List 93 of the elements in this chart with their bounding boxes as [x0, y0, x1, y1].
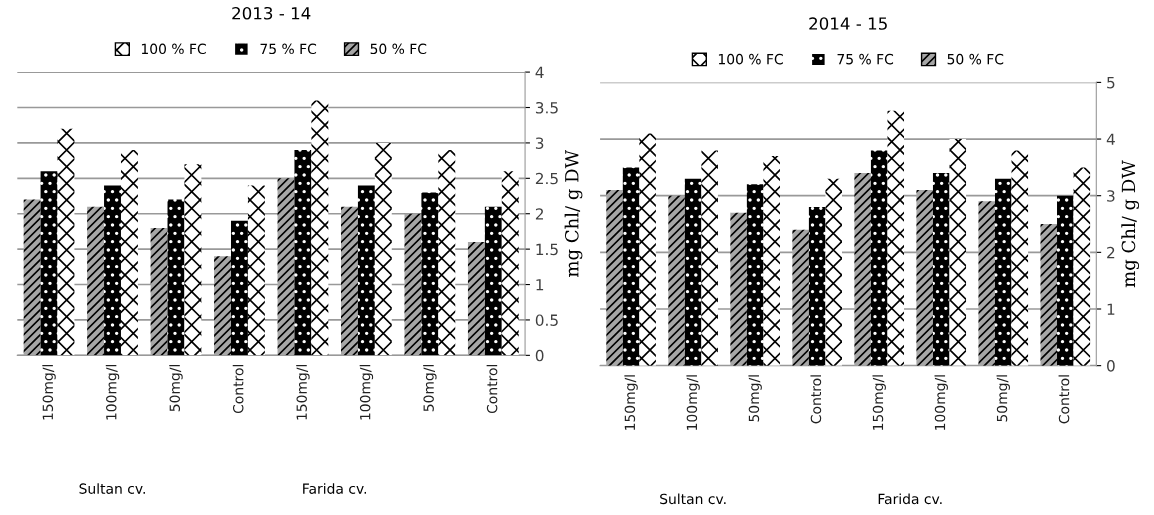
bar	[247, 185, 265, 356]
bar	[57, 128, 75, 356]
bar	[1040, 224, 1058, 366]
legend-label: 50 % FC	[947, 53, 1004, 65]
bar	[484, 206, 502, 356]
bar	[887, 110, 905, 366]
y-tick-label: 3	[1107, 190, 1115, 202]
bar	[1057, 195, 1074, 366]
bar	[357, 185, 375, 356]
y-tick-label: 1	[536, 279, 544, 291]
y-tick-label: 0	[535, 349, 544, 362]
bar	[294, 149, 312, 356]
bar	[792, 229, 809, 366]
legend-label: 75 % FC	[260, 43, 317, 55]
x-tick-label: Control	[810, 375, 822, 424]
bar	[421, 192, 439, 356]
x-tick-label: 150mg/l	[296, 364, 310, 420]
x-tick-label: Control	[486, 364, 498, 414]
x-tick-label: 150mg/l	[42, 364, 56, 420]
bar	[23, 199, 41, 356]
y-tick-label: 3	[535, 137, 544, 149]
y-tick-label: 2.5	[535, 172, 558, 185]
legend-label: 100 % FC	[141, 43, 206, 55]
y-tick-label: 5	[1107, 77, 1115, 89]
text: Sultan cv.	[660, 493, 726, 505]
y-tick-label: 4	[535, 66, 544, 78]
bar	[184, 164, 202, 356]
x-tick-label: 50mg/l	[996, 375, 1010, 422]
bar	[1073, 167, 1091, 366]
text: Farida cv.	[878, 493, 942, 505]
y-tick-label: 1.5	[536, 243, 558, 256]
bar	[808, 207, 826, 366]
bar	[916, 190, 933, 366]
x-tick-label: 100mg/l	[359, 364, 374, 420]
bar	[701, 150, 718, 366]
bar	[404, 213, 422, 356]
text: Sultan cv.	[79, 483, 145, 494]
x-tick-label: 50mg/l	[423, 364, 437, 412]
legend-label: 75 % FC	[837, 53, 894, 65]
bar	[949, 139, 967, 366]
x-tick-label: 100mg/l	[686, 375, 700, 430]
y-tick-label: 2	[1107, 246, 1115, 259]
bar	[746, 184, 764, 366]
chart-title: 2013 - 14	[232, 6, 311, 20]
bar	[994, 178, 1012, 366]
bar	[1011, 150, 1029, 366]
bar	[501, 171, 519, 356]
legend-label: 50 % FC	[370, 43, 427, 55]
bar	[277, 178, 295, 356]
bar	[438, 149, 456, 356]
y-axis-title: mg Chl/ g DW	[564, 149, 583, 277]
bar	[104, 185, 121, 356]
bar	[87, 206, 105, 356]
y-tick-label: 2	[535, 208, 543, 220]
x-tick-label: 150mg/l	[872, 375, 886, 430]
bar	[311, 100, 329, 356]
bar	[622, 167, 640, 366]
bar	[825, 178, 842, 366]
x-tick-label: 50mg/l	[169, 364, 183, 412]
x-tick-label: 150mg/l	[624, 375, 638, 430]
bar	[374, 142, 392, 356]
x-tick-label: 50mg/l	[748, 375, 762, 422]
y-tick-label: 4	[1106, 133, 1115, 145]
bar	[40, 171, 58, 356]
bar	[167, 199, 185, 356]
bar	[668, 195, 685, 366]
y-axis-title: mg Chl/ g DW	[1121, 160, 1140, 288]
text: Farida cv.	[303, 483, 367, 494]
bar	[230, 220, 248, 356]
y-tick-label: 0.5	[535, 314, 558, 326]
bar	[932, 173, 950, 366]
bar	[978, 201, 995, 366]
x-tick-label: Control	[232, 364, 244, 414]
x-tick-label: Control	[1058, 375, 1070, 424]
x-tick-label: 100mg/l	[934, 375, 948, 430]
bar	[763, 156, 780, 366]
bar	[467, 242, 485, 356]
chart-title: 2014 - 15	[809, 17, 887, 30]
bar	[606, 190, 623, 366]
y-tick-label: 3.5	[535, 101, 558, 114]
bar	[214, 256, 231, 356]
legend-label: 100 % FC	[718, 53, 783, 65]
x-tick-label: 100mg/l	[105, 364, 120, 420]
y-tick-label: 0	[1107, 360, 1115, 372]
bar	[150, 227, 168, 356]
bar	[730, 212, 747, 366]
y-tick-label: 1	[1107, 303, 1115, 315]
bar	[341, 206, 358, 356]
bar	[870, 150, 888, 366]
bar	[854, 173, 871, 366]
bar	[120, 149, 138, 356]
bar	[684, 178, 702, 366]
bar	[639, 133, 656, 366]
